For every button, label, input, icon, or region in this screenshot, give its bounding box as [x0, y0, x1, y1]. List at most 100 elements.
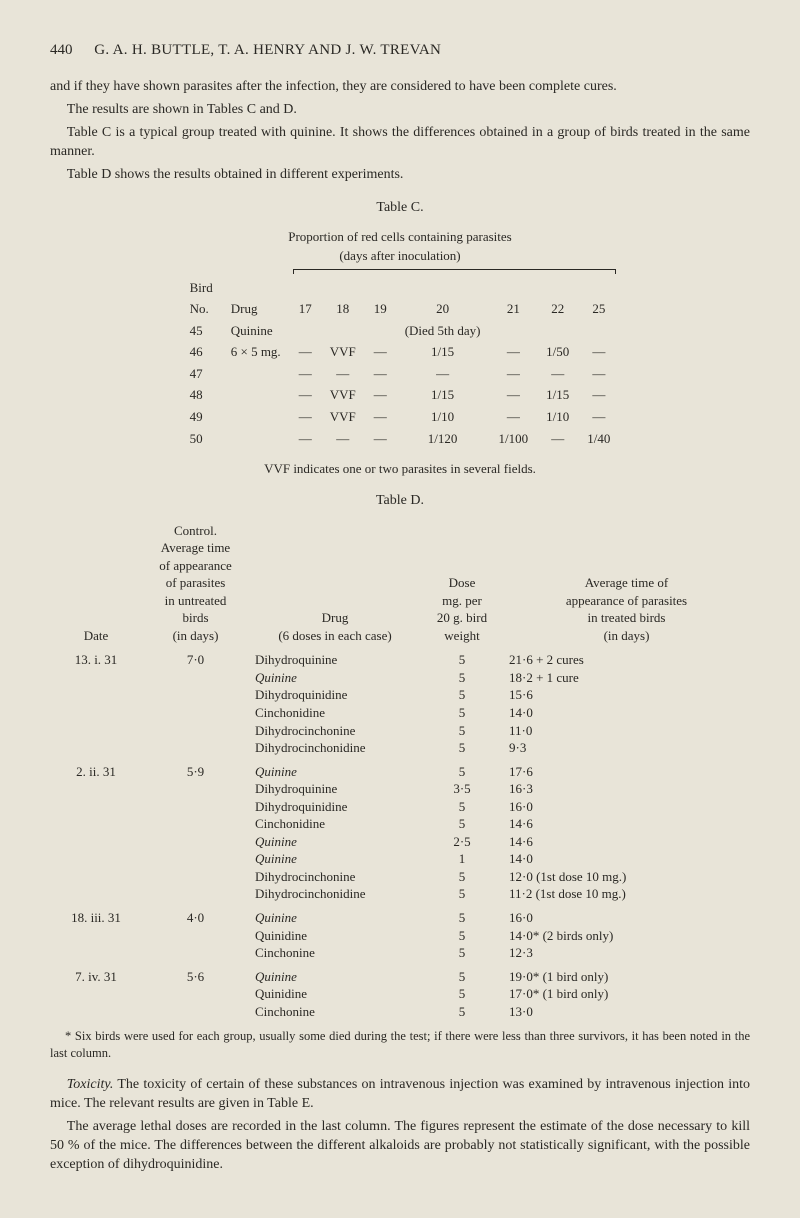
- table-row: 47———————: [182, 364, 619, 384]
- cell-control: [142, 885, 249, 903]
- table-c-body: 45Quinine(Died 5th day)466 × 5 mg.—VVF—1…: [182, 321, 619, 448]
- cell-control: [142, 927, 249, 945]
- table-c: Bird No. Drug 17 18 19 20 21 22 25 45Qui…: [180, 267, 621, 450]
- table-d: Date Control.Average timeof appearanceof…: [50, 521, 750, 1021]
- cell: —: [322, 429, 364, 449]
- cell-dose: 5: [421, 944, 503, 962]
- cell: 48: [182, 385, 221, 405]
- cell: [579, 321, 618, 341]
- table-row: Quinidine517·0* (1 bird only): [50, 985, 750, 1003]
- col-day: 22: [538, 299, 577, 319]
- cell: 6 × 5 mg.: [223, 342, 289, 362]
- cell-control: [142, 780, 249, 798]
- cell-avg: 14·0: [503, 704, 750, 722]
- col-drug: Drug: [223, 299, 289, 319]
- table-row: Cinchonidine514·6: [50, 815, 750, 833]
- table-row: Quinine114·0: [50, 850, 750, 868]
- table-row: Dihydrocinchonine512·0 (1st dose 10 mg.): [50, 868, 750, 886]
- cell: [291, 321, 320, 341]
- cell: —: [291, 342, 320, 362]
- cell-control: 5·6: [142, 962, 249, 986]
- cell-dose: 5: [421, 927, 503, 945]
- col-no: No.: [182, 299, 221, 319]
- table-row: Cinchonine513·0: [50, 1003, 750, 1021]
- page-number: 440: [50, 40, 73, 60]
- cell-dose: 5: [421, 962, 503, 986]
- col-day: 20: [397, 299, 489, 319]
- cell: 49: [182, 407, 221, 427]
- table-row: Dihydroquinidine515·6: [50, 686, 750, 704]
- cell-control: [142, 798, 249, 816]
- cell: (Died 5th day): [397, 321, 489, 341]
- cell-date: [50, 985, 142, 1003]
- cell-avg: 9·3: [503, 739, 750, 757]
- cell: —: [397, 364, 489, 384]
- cell-drug: Quinine: [249, 833, 421, 851]
- cell-date: [50, 868, 142, 886]
- col-day: 21: [491, 299, 537, 319]
- cell: —: [366, 407, 395, 427]
- table-row: Quinidine514·0* (2 birds only): [50, 927, 750, 945]
- cell: 47: [182, 364, 221, 384]
- cell: —: [291, 364, 320, 384]
- cell-avg: 11·2 (1st dose 10 mg.): [503, 885, 750, 903]
- toxicity-label: Toxicity.: [67, 1077, 114, 1092]
- cell-drug: Dihydroquinidine: [249, 686, 421, 704]
- cell: —: [291, 407, 320, 427]
- table-row: 50———1/1201/100—1/40: [182, 429, 619, 449]
- cell-drug: Dihydrocinchonine: [249, 868, 421, 886]
- table-d-starnote: * Six birds were used for each group, us…: [50, 1028, 750, 1062]
- cell-avg: 11·0: [503, 722, 750, 740]
- cell-avg: 17·0* (1 bird only): [503, 985, 750, 1003]
- cell-drug: Cinchonidine: [249, 704, 421, 722]
- cell-drug: Dihydrocinchonidine: [249, 739, 421, 757]
- table-row: 18. iii. 314·0Quinine516·0: [50, 903, 750, 927]
- cell-control: [142, 868, 249, 886]
- paragraph: and if they have shown parasites after t…: [50, 78, 750, 97]
- cell-dose: 5: [421, 757, 503, 781]
- cell: —: [291, 385, 320, 405]
- cell: VVF: [322, 385, 364, 405]
- page-header: 440 G. A. H. BUTTLE, T. A. HENRY AND J. …: [50, 40, 750, 60]
- cell: —: [366, 364, 395, 384]
- cell: —: [579, 407, 618, 427]
- cell: —: [491, 385, 537, 405]
- cell-control: [142, 669, 249, 687]
- cell-date: [50, 944, 142, 962]
- table-c-title: Table C.: [50, 199, 750, 218]
- table-row: 466 × 5 mg.—VVF—1/15—1/50—: [182, 342, 619, 362]
- cell-drug: Cinchonine: [249, 1003, 421, 1021]
- table-row: 48—VVF—1/15—1/15—: [182, 385, 619, 405]
- cell-drug: Quinine: [249, 669, 421, 687]
- cell-drug: Dihydrocinchonine: [249, 722, 421, 740]
- table-row: 2. ii. 315·9Quinine517·6: [50, 757, 750, 781]
- cell-date: [50, 798, 142, 816]
- table-row: Dihydroquinine3·516·3: [50, 780, 750, 798]
- cell-dose: 5: [421, 669, 503, 687]
- cell-control: [142, 686, 249, 704]
- cell-drug: Dihydroquinidine: [249, 798, 421, 816]
- cell: —: [491, 407, 537, 427]
- cell: 46: [182, 342, 221, 362]
- cell-dose: 5: [421, 868, 503, 886]
- cell-avg: 14·6: [503, 815, 750, 833]
- paragraph: Table D shows the results obtained in di…: [50, 166, 750, 185]
- cell: [366, 321, 395, 341]
- table-row: 13. i. 317·0Dihydroquinine521·6 + 2 cure…: [50, 645, 750, 669]
- cell-avg: 14·6: [503, 833, 750, 851]
- paragraph: The results are shown in Tables C and D.: [50, 101, 750, 120]
- cell-avg: 14·0: [503, 850, 750, 868]
- cell: —: [322, 364, 364, 384]
- cell-dose: 5: [421, 704, 503, 722]
- cell-control: [142, 985, 249, 1003]
- table-row: Dihydrocinchonidine511·2 (1st dose 10 mg…: [50, 885, 750, 903]
- table-d-body: 13. i. 317·0Dihydroquinine521·6 + 2 cure…: [50, 645, 750, 1020]
- cell: 1/40: [579, 429, 618, 449]
- table-c-subtitle-2: (days after inoculation): [50, 247, 750, 265]
- cell: —: [579, 364, 618, 384]
- cell-avg: 12·0 (1st dose 10 mg.): [503, 868, 750, 886]
- cell-drug: Quinidine: [249, 985, 421, 1003]
- cell-avg: 19·0* (1 bird only): [503, 962, 750, 986]
- cell: —: [291, 429, 320, 449]
- table-c-subtitle-1: Proportion of red cells containing paras…: [50, 228, 750, 246]
